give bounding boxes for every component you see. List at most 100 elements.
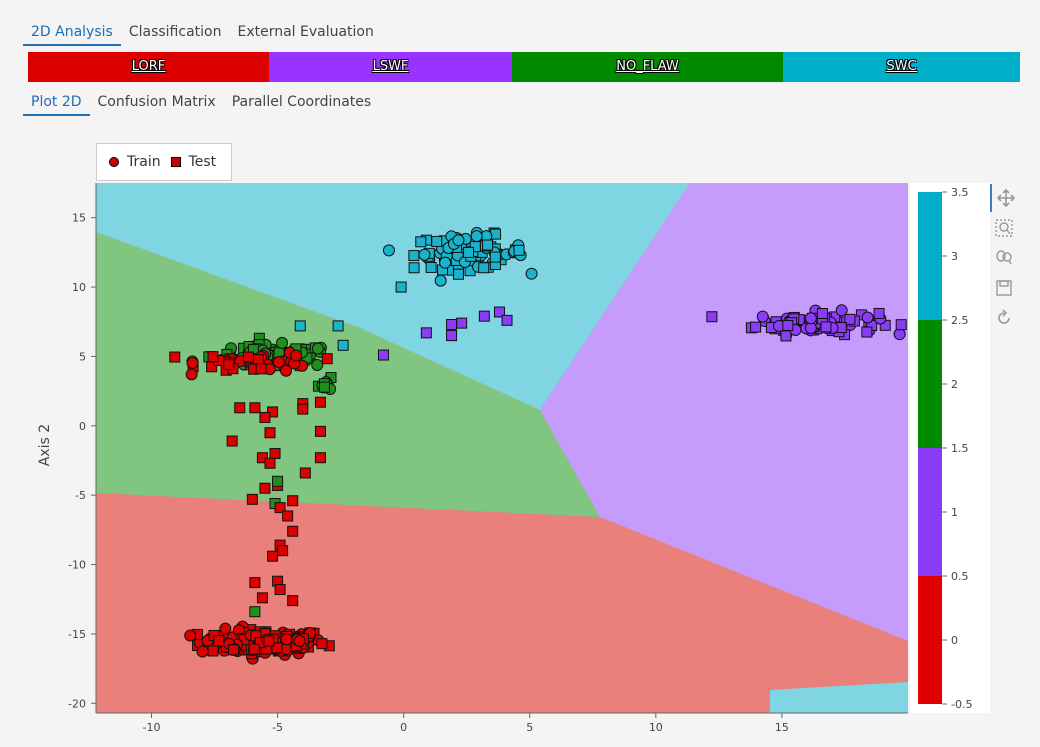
- train-point: [293, 635, 306, 648]
- test-point: [501, 314, 513, 326]
- legend-train: Train: [109, 154, 161, 170]
- test-point: [861, 326, 873, 338]
- test-point: [274, 584, 286, 596]
- y-tick-label: 0: [79, 420, 86, 433]
- test-point: [287, 495, 299, 507]
- colorbar-tick-label: 1: [951, 506, 958, 519]
- test-point: [264, 457, 276, 469]
- box-zoom-icon[interactable]: [990, 214, 1018, 242]
- test-point: [478, 262, 490, 274]
- colorbar-tick-label: 3: [951, 250, 958, 263]
- test-point: [395, 281, 407, 293]
- test-point: [249, 606, 261, 618]
- test-point: [318, 381, 330, 393]
- test-point: [463, 246, 475, 258]
- train-point: [893, 328, 906, 341]
- train-point: [470, 230, 483, 243]
- tab-external-evaluation[interactable]: External Evaluation: [237, 24, 374, 40]
- test-point: [256, 592, 268, 604]
- tab-plot-2d[interactable]: Plot 2D: [23, 90, 90, 116]
- test-point: [446, 330, 458, 342]
- tab-classification[interactable]: Classification: [128, 24, 222, 40]
- axes: 15 10 5 0 -5 -10 -15 -20 -10 -5 0 5 10 15 Axis 2: [37, 183, 908, 734]
- pan-icon[interactable]: [990, 184, 1020, 212]
- class-label-swc: SWC: [783, 52, 1020, 82]
- tab-confusion-matrix[interactable]: Confusion Matrix: [97, 94, 216, 110]
- test-point: [267, 406, 279, 418]
- tab-2d-analysis[interactable]: 2D Analysis: [23, 20, 121, 46]
- colorbar-band: [918, 576, 942, 704]
- test-point: [469, 241, 481, 253]
- test-point: [314, 452, 326, 464]
- test-point: [234, 402, 246, 414]
- test-point: [277, 545, 289, 557]
- train-point: [804, 312, 817, 325]
- colorbar-tick-label: 0.5: [951, 570, 969, 583]
- class-label-lorf: LORF: [28, 52, 269, 82]
- plot-toolbar: [990, 184, 1020, 334]
- reset-icon[interactable]: [990, 304, 1018, 332]
- tab-parallel-coordinates[interactable]: Parallel Coordinates: [231, 94, 372, 110]
- test-point: [223, 359, 235, 371]
- test-point: [252, 354, 264, 366]
- test-point: [337, 339, 349, 351]
- train-point: [186, 356, 199, 369]
- test-point: [706, 311, 718, 323]
- test-point: [228, 644, 240, 656]
- test-point: [873, 307, 885, 319]
- colorbar: 3.5 3 2.5 2 1.5 1 0.5 0 -0.5: [910, 183, 990, 713]
- train-point: [382, 244, 395, 257]
- legend: Train Test: [96, 143, 232, 181]
- train-point: [272, 356, 285, 369]
- train-point: [861, 311, 874, 324]
- region-no-flaw: [96, 232, 600, 517]
- train-point: [452, 234, 465, 247]
- test-point: [456, 317, 468, 329]
- test-point: [287, 525, 299, 537]
- class-label-lswf: LSWF: [269, 52, 512, 82]
- test-point: [482, 239, 494, 251]
- train-point: [219, 622, 232, 635]
- train-point: [185, 368, 198, 381]
- test-point: [895, 319, 907, 331]
- x-tick-label: 5: [526, 721, 533, 734]
- save-icon[interactable]: [990, 274, 1018, 302]
- train-point: [756, 310, 769, 323]
- test-point: [274, 502, 286, 514]
- x-tick-label: -10: [142, 721, 160, 734]
- test-point: [213, 635, 225, 647]
- test-point: [255, 363, 267, 375]
- test-point: [316, 638, 328, 650]
- y-tick-label: -10: [68, 559, 86, 572]
- test-point: [249, 402, 261, 414]
- test-point: [314, 425, 326, 437]
- colorbar-tick-label: 2: [951, 378, 958, 391]
- test-point: [207, 351, 219, 363]
- test-point: [259, 482, 271, 494]
- colorbar-tick-label: 1.5: [951, 442, 969, 455]
- class-label-no-flaw: NO_FLAW: [512, 52, 783, 82]
- train-point: [311, 358, 324, 371]
- sub-tabs: Plot 2D Confusion Matrix Parallel Coordi…: [23, 90, 379, 116]
- test-point: [297, 403, 309, 415]
- train-point: [280, 364, 293, 377]
- test-point: [264, 427, 276, 439]
- y-tick-label: -15: [68, 628, 86, 641]
- test-point: [271, 642, 283, 654]
- x-tick-label: 10: [649, 721, 663, 734]
- test-point: [242, 351, 254, 363]
- test-point: [263, 635, 275, 647]
- test-point: [782, 319, 794, 331]
- square-marker-icon: [170, 157, 181, 167]
- test-point: [816, 308, 828, 320]
- test-point: [750, 321, 762, 333]
- region-swc-corner: [770, 682, 908, 713]
- top-tabs: 2D Analysis Classification External Eval…: [23, 20, 382, 46]
- test-point: [269, 448, 281, 460]
- test-point: [780, 330, 792, 342]
- y-tick-label: -5: [75, 489, 86, 502]
- legend-test-label: Test: [188, 154, 217, 170]
- train-point: [276, 336, 289, 349]
- wheel-zoom-icon[interactable]: [990, 244, 1018, 272]
